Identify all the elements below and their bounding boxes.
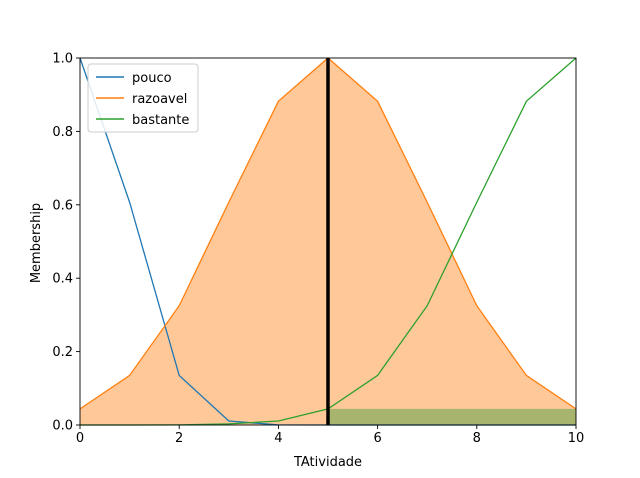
axes: 0 2 4 6 8 10 0.0 0.2 0.4 0.6 0.8 1.0 — [52, 52, 584, 447]
legend-label-pouco: pouco — [132, 71, 172, 86]
y-tick-label: 0.6 — [52, 198, 73, 213]
legend-box — [87, 63, 199, 133]
y-tick-label: 0.2 — [52, 345, 73, 360]
x-tick-label: 6 — [373, 431, 381, 446]
legend: pouco razoavel bastante — [87, 63, 199, 133]
y-axis-label: Membership — [29, 203, 44, 283]
legend-label-razoavel: razoavel — [132, 92, 187, 107]
x-tick-label: 8 — [473, 431, 481, 446]
x-axis-label: TAtividade — [293, 455, 362, 470]
plot-area — [79, 57, 577, 426]
y-tick-label: 1.0 — [52, 52, 73, 67]
x-tick-label: 0 — [76, 431, 84, 446]
y-tick-label: 0.8 — [52, 125, 73, 140]
y-tick-label: 0.0 — [52, 419, 73, 434]
y-tick-label: 0.4 — [52, 272, 73, 287]
legend-label-bastante: bastante — [132, 113, 189, 128]
x-tick-label: 4 — [274, 431, 282, 446]
axes-frame — [79, 57, 577, 426]
x-tick-label: 10 — [568, 431, 585, 446]
x-tick-label: 2 — [175, 431, 183, 446]
activation-area — [328, 408, 576, 425]
